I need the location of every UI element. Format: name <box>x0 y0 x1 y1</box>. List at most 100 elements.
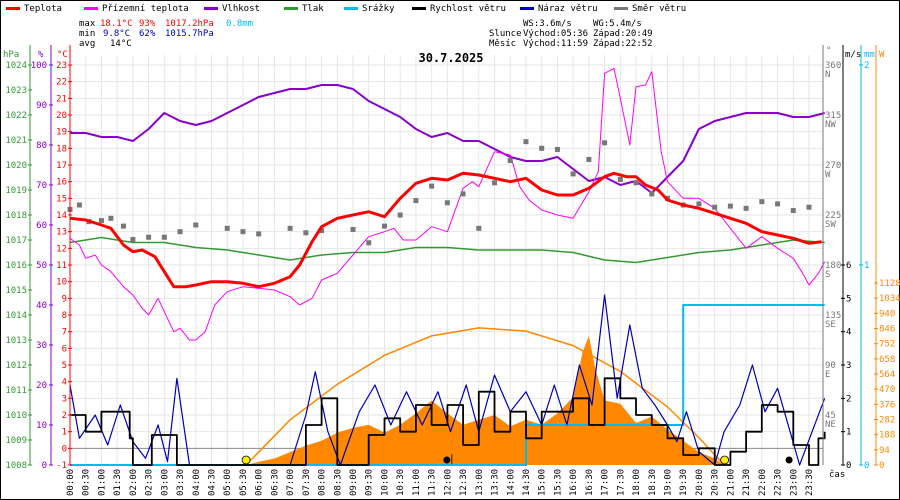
x-tick-label: 00:30 <box>82 469 92 496</box>
legend-swatch <box>520 7 534 10</box>
wind-direction-point <box>193 222 199 228</box>
legend-label: Rychlost větru <box>430 4 506 14</box>
x-tick-label: 06:30 <box>270 469 280 496</box>
humidity-tick-label: 70 <box>36 181 47 191</box>
wind-direction-point <box>602 140 608 146</box>
stats-max-hum: 93% <box>139 19 156 29</box>
stats-min-temp: 9.8°C <box>103 29 130 39</box>
x-tick-label: 17:00 <box>601 469 611 496</box>
wind-direction-point <box>523 139 529 145</box>
temperature-tick-label: 23 <box>56 61 67 71</box>
x-tick-label: 07:30 <box>302 469 312 496</box>
pressure-tick-label: 1013 <box>5 336 27 346</box>
moonrise-time: Východ:11:59 <box>523 39 588 49</box>
wind-tick-label: 1 <box>846 428 851 438</box>
direction-compass-label: E <box>825 370 830 380</box>
x-tick-label: 15:00 <box>538 469 548 496</box>
legend-swatch <box>6 7 20 10</box>
legend: Teplota Přízemní teplota Vlhkost Tlak Srážky… <box>6 4 686 14</box>
x-tick-label: 19:30 <box>679 469 689 496</box>
direction-compass-label: NE <box>825 420 836 430</box>
x-tick-label: 01:00 <box>97 469 107 496</box>
humidity-tick-label: 0 <box>42 461 47 471</box>
x-tick-label: 08:00 <box>318 469 328 496</box>
solar-tick-label: 1034 <box>879 294 900 304</box>
wind-direction-point <box>120 223 126 229</box>
wind-direction-point <box>224 225 230 231</box>
wind-direction-point <box>586 156 592 162</box>
x-tick-label: 20:30 <box>711 469 721 496</box>
x-tick-label: 03:00 <box>160 469 170 496</box>
wind-direction-point <box>240 229 246 235</box>
humidity-unit: % <box>38 50 44 60</box>
legend-swatch <box>412 7 426 10</box>
wind-direction-point <box>366 240 372 246</box>
pressure-tick-label: 1012 <box>5 361 27 371</box>
humidity-tick-label: 30 <box>36 341 47 351</box>
legend-swatch <box>84 7 98 10</box>
wind-direction-point <box>287 225 293 231</box>
x-tick-label: 21:30 <box>742 469 752 496</box>
x-tick-label: 18:30 <box>648 469 658 496</box>
stats-min-press: 1015.7hPa <box>165 29 214 39</box>
x-tick-label: 01:30 <box>113 469 123 496</box>
x-tick-label: 09:00 <box>349 469 359 496</box>
moonrise-marker <box>443 456 451 464</box>
direction-unit: ° <box>826 46 831 56</box>
solar-layer <box>245 327 725 466</box>
x-tick-label: 09:30 <box>365 469 375 496</box>
direction-tick-label: 90 <box>825 361 836 371</box>
wind-unit: m/s <box>845 50 861 60</box>
temperature-tick-label: 4 <box>62 378 67 388</box>
sun-label: Slunce <box>489 29 522 39</box>
direction-compass-label: N <box>825 70 830 80</box>
pressure-tick-label: 1011 <box>5 386 27 396</box>
pressure-tick-label: 1019 <box>5 186 27 196</box>
wind-direction-point <box>177 229 183 235</box>
x-tick-label: 07:00 <box>286 469 296 496</box>
temperature-tick-label: 3 <box>62 394 67 404</box>
rain-unit: mm <box>864 50 875 60</box>
stats-max-rain: 0.8mm <box>226 19 253 29</box>
solar-unit: W <box>879 50 885 60</box>
humidity-tick-label: 50 <box>36 261 47 271</box>
direction-tick-label: 45 <box>825 411 836 421</box>
pressure-tick-label: 1017 <box>5 236 27 246</box>
x-tick-label: 18:00 <box>632 469 642 496</box>
rain-tick-label: 0 <box>864 461 869 471</box>
stats-avg-label: avg <box>79 39 95 49</box>
wind-tick-label: 3 <box>846 361 851 371</box>
legend-swatch <box>344 7 358 10</box>
wind-tick-label: 5 <box>846 294 851 304</box>
x-axis-label: čas <box>829 469 845 480</box>
solar-tick-label: 564 <box>879 370 895 380</box>
wind-direction-point <box>554 146 560 152</box>
solar-tick-label: 752 <box>879 340 895 350</box>
legend-swatch <box>614 7 628 10</box>
temperature-tick-label: 21 <box>56 94 67 104</box>
wind-direction-point <box>806 204 812 210</box>
humidity-line <box>70 84 825 194</box>
x-tick-label: 02:30 <box>145 469 155 496</box>
x-tick-label: 11:00 <box>412 469 422 496</box>
x-tick-label: 05:00 <box>223 469 233 496</box>
pressure-tick-label: 1010 <box>5 411 27 421</box>
x-tick-label: 23:30 <box>805 469 815 496</box>
direction-tick-label: 180 <box>825 261 841 271</box>
humidity-tick-label: 60 <box>36 221 47 231</box>
temperature-tick-label: 2 <box>62 411 67 421</box>
wind-direction-point <box>775 201 781 207</box>
temperature-tick-label: 20 <box>56 111 67 121</box>
temperature-tick-label: 13 <box>56 228 67 238</box>
wg-value: WG:5.4m/s <box>593 19 642 29</box>
stats-avg-temp: 14°C <box>110 39 132 49</box>
humidity-tick-label: 80 <box>36 141 47 151</box>
legend-label: Vlhkost <box>222 4 260 14</box>
wind-tick-label: 6 <box>846 261 851 271</box>
temperature-line <box>69 171 822 289</box>
x-tick-label: 10:00 <box>380 469 390 496</box>
stats-max-label: max <box>79 19 96 29</box>
x-tick-label: 21:00 <box>726 469 736 496</box>
pressure-unit: hPa <box>3 50 19 60</box>
